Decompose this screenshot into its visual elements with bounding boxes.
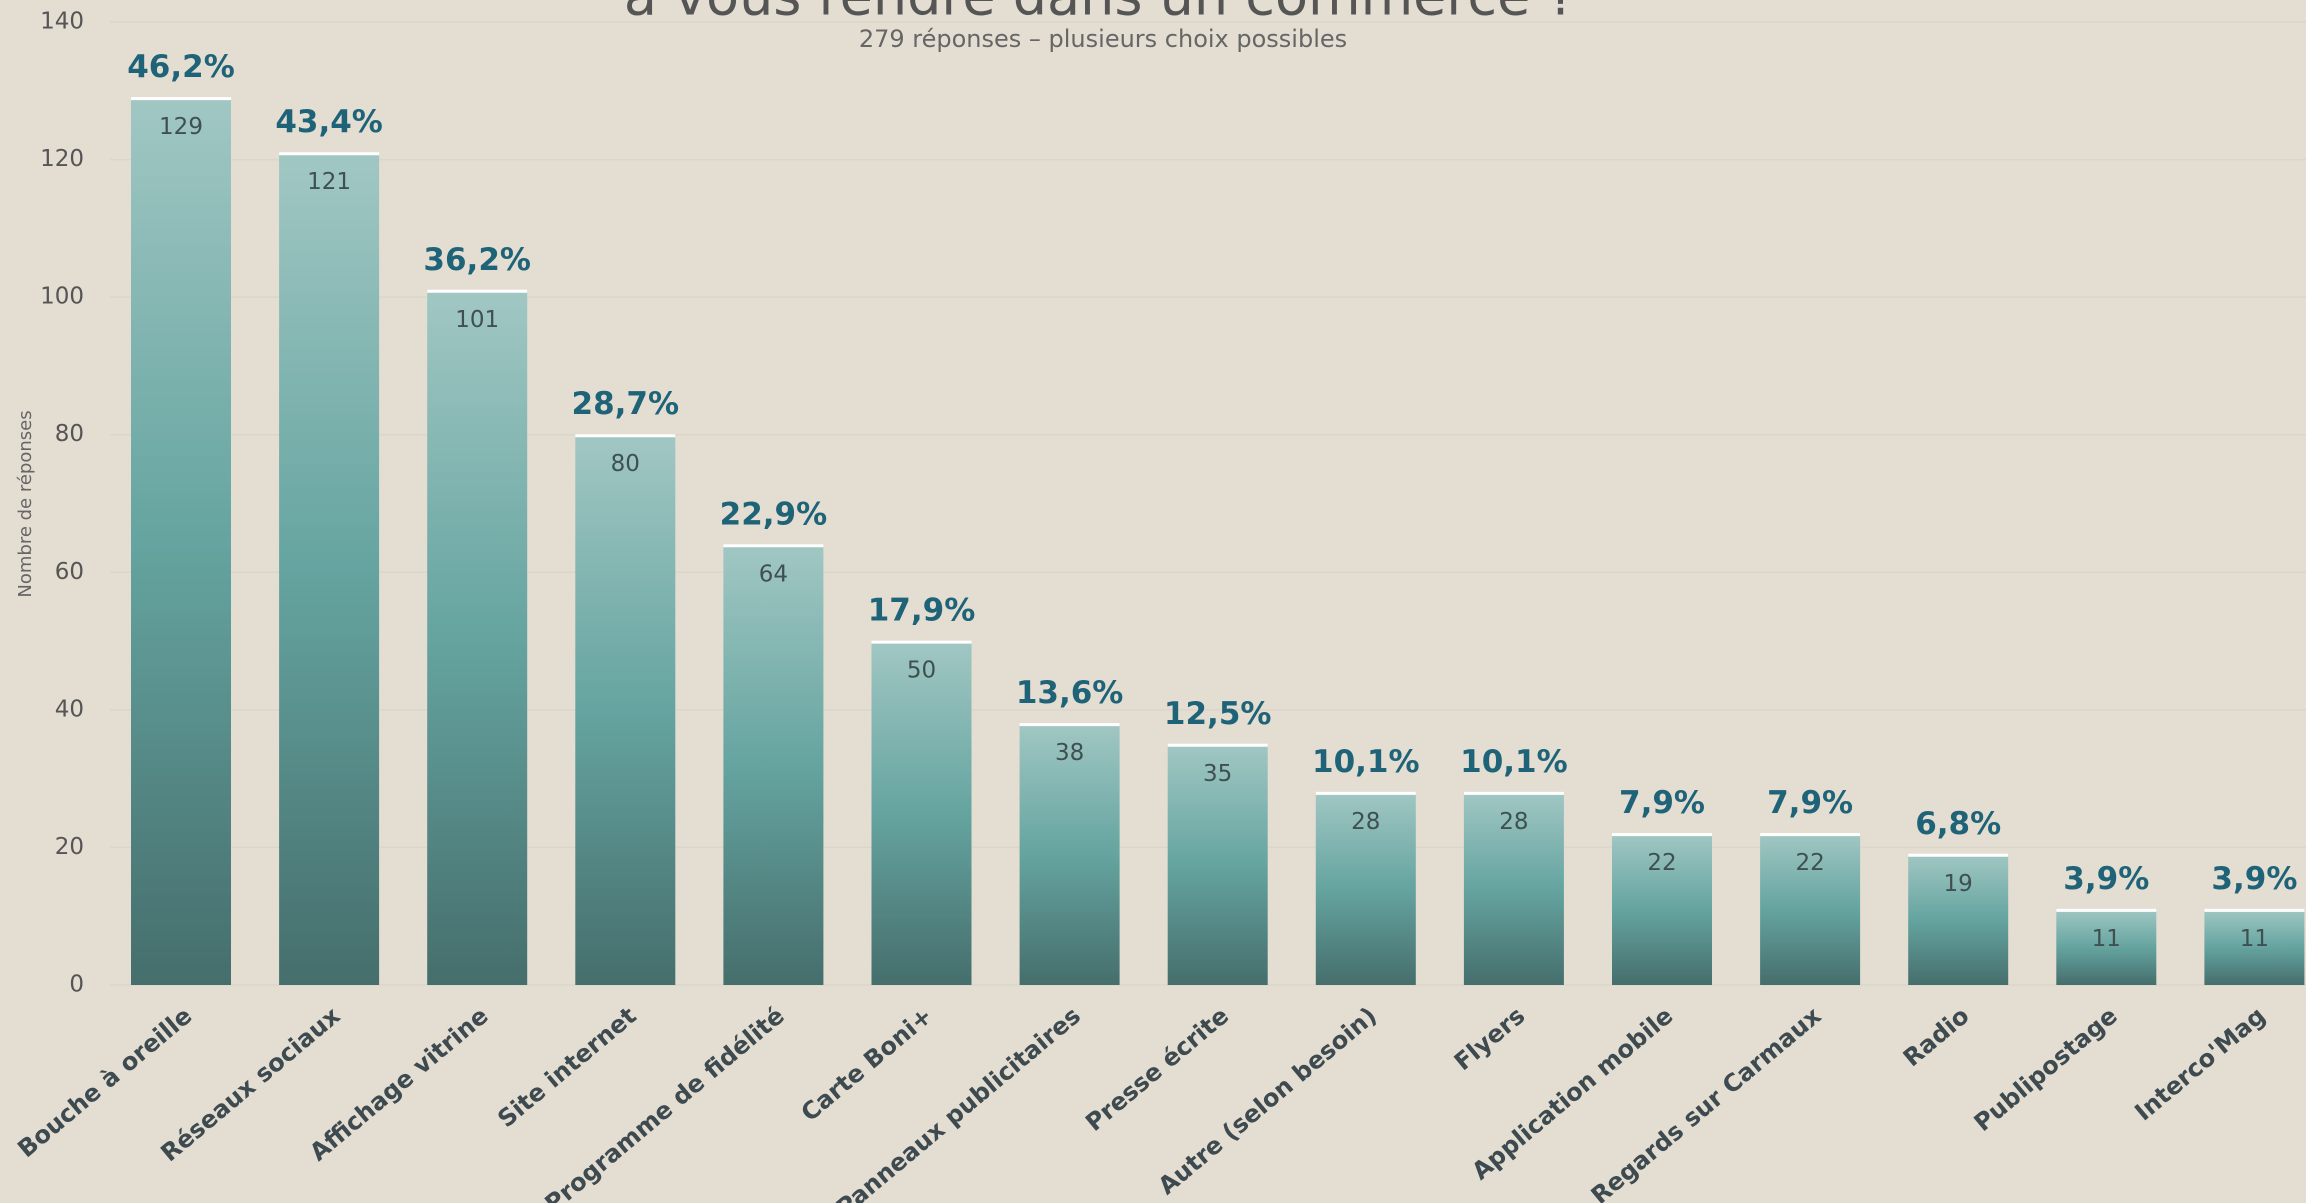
percent-label: 7,9%	[1767, 785, 1853, 821]
bar	[1908, 854, 2009, 985]
count-label: 64	[759, 561, 788, 587]
bar	[2204, 909, 2305, 985]
y-tick-label: 20	[55, 834, 84, 860]
count-label: 38	[1055, 740, 1084, 766]
bar	[1760, 833, 1861, 985]
y-tick-label: 80	[55, 421, 84, 447]
percent-label: 10,1%	[1312, 744, 1420, 780]
count-label: 50	[907, 658, 936, 684]
percent-label: 13,6%	[1016, 675, 1124, 711]
chart-subtitle: 279 réponses – plusieurs choix possibles	[859, 25, 1347, 53]
percent-label: 43,4%	[275, 104, 383, 140]
bar	[575, 434, 676, 985]
count-label: 22	[1795, 850, 1824, 876]
count-label: 129	[159, 114, 203, 140]
bar	[131, 97, 231, 985]
percent-label: 6,8%	[1915, 806, 2001, 842]
bar	[279, 152, 380, 985]
bar	[1463, 792, 1564, 985]
bar	[723, 544, 824, 985]
bar	[1167, 744, 1268, 985]
count-label: 22	[1647, 850, 1676, 876]
y-tick-label: 60	[55, 559, 84, 585]
percent-label: 17,9%	[868, 593, 976, 629]
count-label: 28	[1499, 809, 1528, 835]
percent-label: 36,2%	[423, 242, 531, 278]
bar	[1612, 833, 1712, 985]
y-tick-label: 100	[40, 284, 84, 310]
count-label: 19	[1944, 871, 1973, 897]
bar	[1315, 792, 1416, 985]
percent-label: 10,1%	[1460, 744, 1568, 780]
percent-label: 3,9%	[2211, 861, 2297, 897]
count-label: 121	[307, 169, 351, 195]
y-tick-label: 120	[40, 146, 84, 172]
count-label: 11	[2240, 926, 2269, 952]
bar	[2056, 909, 2157, 985]
y-tick-label: 40	[55, 696, 84, 722]
percent-label: 12,5%	[1164, 696, 1272, 732]
y-tick-label: 140	[40, 9, 84, 35]
percent-label: 3,9%	[2063, 861, 2149, 897]
count-label: 11	[2092, 926, 2121, 952]
bar	[1019, 723, 1120, 985]
percent-label: 7,9%	[1619, 785, 1705, 821]
count-label: 35	[1203, 761, 1232, 787]
y-axis-label: Nombre de réponses	[15, 410, 36, 597]
chart-title: à vous rendre dans un commerce ?	[624, 0, 1576, 28]
count-label: 28	[1351, 809, 1380, 835]
percent-label: 28,7%	[572, 386, 680, 422]
percent-label: 22,9%	[720, 496, 828, 532]
count-label: 101	[455, 307, 499, 333]
percent-label: 46,2%	[127, 49, 235, 85]
bar	[427, 290, 528, 985]
count-label: 80	[611, 451, 640, 477]
y-tick-label: 0	[69, 972, 84, 998]
bar	[871, 641, 972, 985]
